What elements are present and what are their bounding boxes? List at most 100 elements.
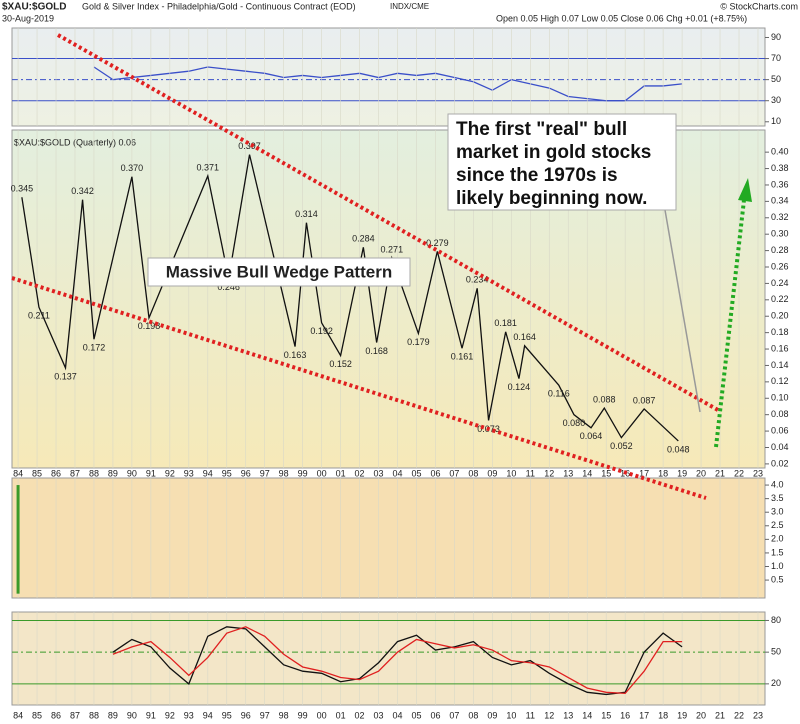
x-tick-label: 95 [222,710,232,720]
x-tick-label: 88 [89,710,99,720]
x-tick-label: 22 [734,468,744,478]
x-tick-label: 00 [317,468,327,478]
y-tick-label: 0.16 [771,343,789,353]
x-tick-label: 16 [620,710,630,720]
value-label: 0.371 [197,162,220,172]
x-tick-label: 02 [355,710,365,720]
value-label: 0.124 [508,382,531,392]
x-tick-label: 98 [279,710,289,720]
y-tick-label: 0.32 [771,212,789,222]
value-label: 0.161 [451,352,474,362]
y-tick-label: 0.04 [771,442,789,452]
x-tick-label: 93 [184,468,194,478]
x-tick-label: 08 [468,710,478,720]
wedge-lower [11,276,707,500]
x-tick-label: 20 [696,468,706,478]
x-tick-label: 99 [298,710,308,720]
value-label: 0.087 [633,395,656,405]
x-tick-label: 00 [317,710,327,720]
x-tick-label: 15 [601,710,611,720]
x-tick-label: 13 [563,710,573,720]
value-label: 0.284 [352,234,375,244]
value-label: 0.048 [667,444,690,454]
x-tick-label: 89 [108,468,118,478]
x-tick-label: 09 [487,468,497,478]
x-tick-label: 97 [260,468,270,478]
x-tick-label: 05 [411,468,421,478]
value-label: 0.168 [365,346,388,356]
x-tick-label: 86 [51,468,61,478]
x-tick-label: 98 [279,468,289,478]
series-line [21,154,679,442]
x-tick-label: 17 [639,710,649,720]
value-label: 0.052 [610,441,633,451]
x-tick-label: 97 [260,710,270,720]
annotation: Massive Bull Wedge Pattern [166,262,392,281]
x-tick-label: 01 [336,468,346,478]
y-tick-label: 0.5 [771,574,784,584]
y-tick-label: 0.06 [771,425,789,435]
callout: The first "real" bull market in gold sto… [456,119,652,209]
value-label: 0.279 [426,238,449,248]
annotation-box [147,257,411,287]
y-tick-label: 20 [771,678,781,688]
value-label: 0.198 [138,321,161,331]
x-tick-label: 03 [374,710,384,720]
x-tick-label: 84 [13,468,23,478]
x-tick-label: 87 [70,468,80,478]
x-tick-label: 13 [563,468,573,478]
x-tick-label: 05 [411,710,421,720]
y-tick-label: 4.0 [771,479,784,489]
y-tick-label: 0.14 [771,360,789,370]
y-tick-label: 90 [771,32,781,42]
x-tick-label: 91 [146,710,156,720]
x-tick-label: 11 [526,710,535,720]
x-tick-label: 02 [355,468,365,478]
series-line [112,626,683,695]
x-tick-label: 90 [127,710,137,720]
panel [11,27,766,127]
y-tick-label: 0.18 [771,327,789,337]
panel [11,611,766,706]
x-tick-label: 09 [487,710,497,720]
y-tick-label: 1.0 [771,561,784,571]
x-tick-label: 92 [165,710,175,720]
y-tick-label: 0.02 [771,458,789,468]
y-tick-label: 0.34 [771,196,789,206]
callout-box [447,113,677,211]
y-tick-label: 0.20 [771,311,789,321]
x-tick-label: 21 [715,710,725,720]
y-tick-label: 0.12 [771,376,789,386]
x-tick-label: 10 [506,468,516,478]
x-tick-label: 18 [658,710,668,720]
x-tick-label: 94 [203,710,213,720]
x-tick-label: 06 [430,710,440,720]
x-tick-label: 01 [336,710,346,720]
value-label: 0.271 [381,244,404,254]
x-tick-label: 15 [601,468,611,478]
credit: © StockCharts.com [720,1,798,11]
value-label: 0.345 [11,184,34,194]
x-tick-label: 12 [544,710,554,720]
value-label: 0.152 [329,359,352,369]
x-tick-label: 89 [108,710,118,720]
y-tick-label: 2.0 [771,534,784,544]
x-tick-label: 92 [165,468,175,478]
x-tick-label: 23 [753,710,763,720]
callout-text: The first "real" bull market in gold sto… [456,119,652,209]
x-tick-label: 07 [449,710,459,720]
x-tick-label: 91 [146,468,156,478]
callout-pointer [664,209,701,413]
x-tick-label: 21 [715,468,725,478]
x-tick-label: 85 [32,468,42,478]
x-tick-label: 12 [544,468,554,478]
value-label: 0.181 [494,318,517,328]
series-line [93,66,683,102]
value-label: 0.163 [284,350,307,360]
x-tick-label: 10 [506,710,516,720]
description: Gold & Silver Index - Philadelphia/Gold … [82,1,356,11]
x-tick-label: 07 [449,468,459,478]
value-label: 0.116 [548,389,570,399]
value-label: 0.080 [563,418,586,428]
x-tick-label: 06 [430,468,440,478]
